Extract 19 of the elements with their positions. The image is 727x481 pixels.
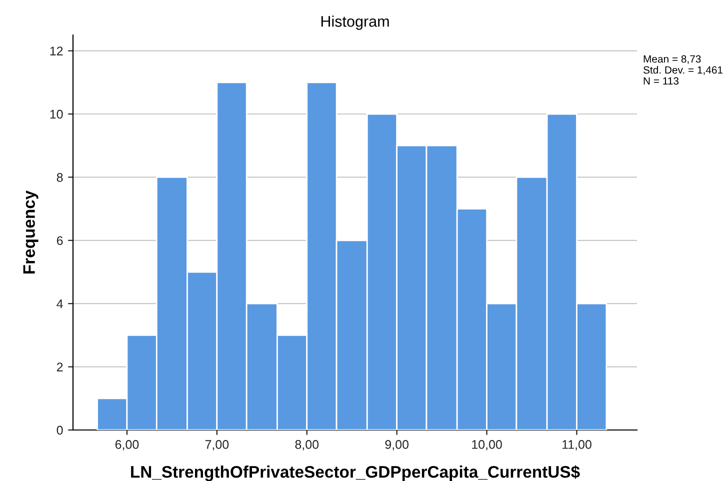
y-tick-label: 10 <box>50 110 63 119</box>
text: Std. Dev. = 1,461 <box>643 66 723 75</box>
y-tick-label: 6 <box>56 236 63 246</box>
x-tick-label: 9,00 <box>385 440 409 450</box>
x-tick-label: 10,00 <box>472 440 502 450</box>
x-tick-label: 8,00 <box>295 440 319 450</box>
y-tick-label: 0 <box>56 426 63 435</box>
x-axis-title: LN_StrengthOfPrivateSector_GDPperCapita_CurrentUS$ <box>131 465 580 481</box>
y-tick-label: 12 <box>50 46 63 56</box>
text: Mean = 8,73 <box>644 55 701 64</box>
x-tick-label: 7,00 <box>205 440 229 450</box>
x-tick-label: 6,00 <box>115 440 139 450</box>
y-tick-label: 4 <box>56 300 63 308</box>
y-tick-label: 8 <box>56 173 63 182</box>
y-axis-title: Frequency <box>23 190 38 274</box>
chart-title: Histogram <box>321 16 389 30</box>
y-tick-label: 2 <box>56 362 63 372</box>
x-tick-label: 11,00 <box>562 440 592 450</box>
text: N = 113 <box>644 77 679 85</box>
